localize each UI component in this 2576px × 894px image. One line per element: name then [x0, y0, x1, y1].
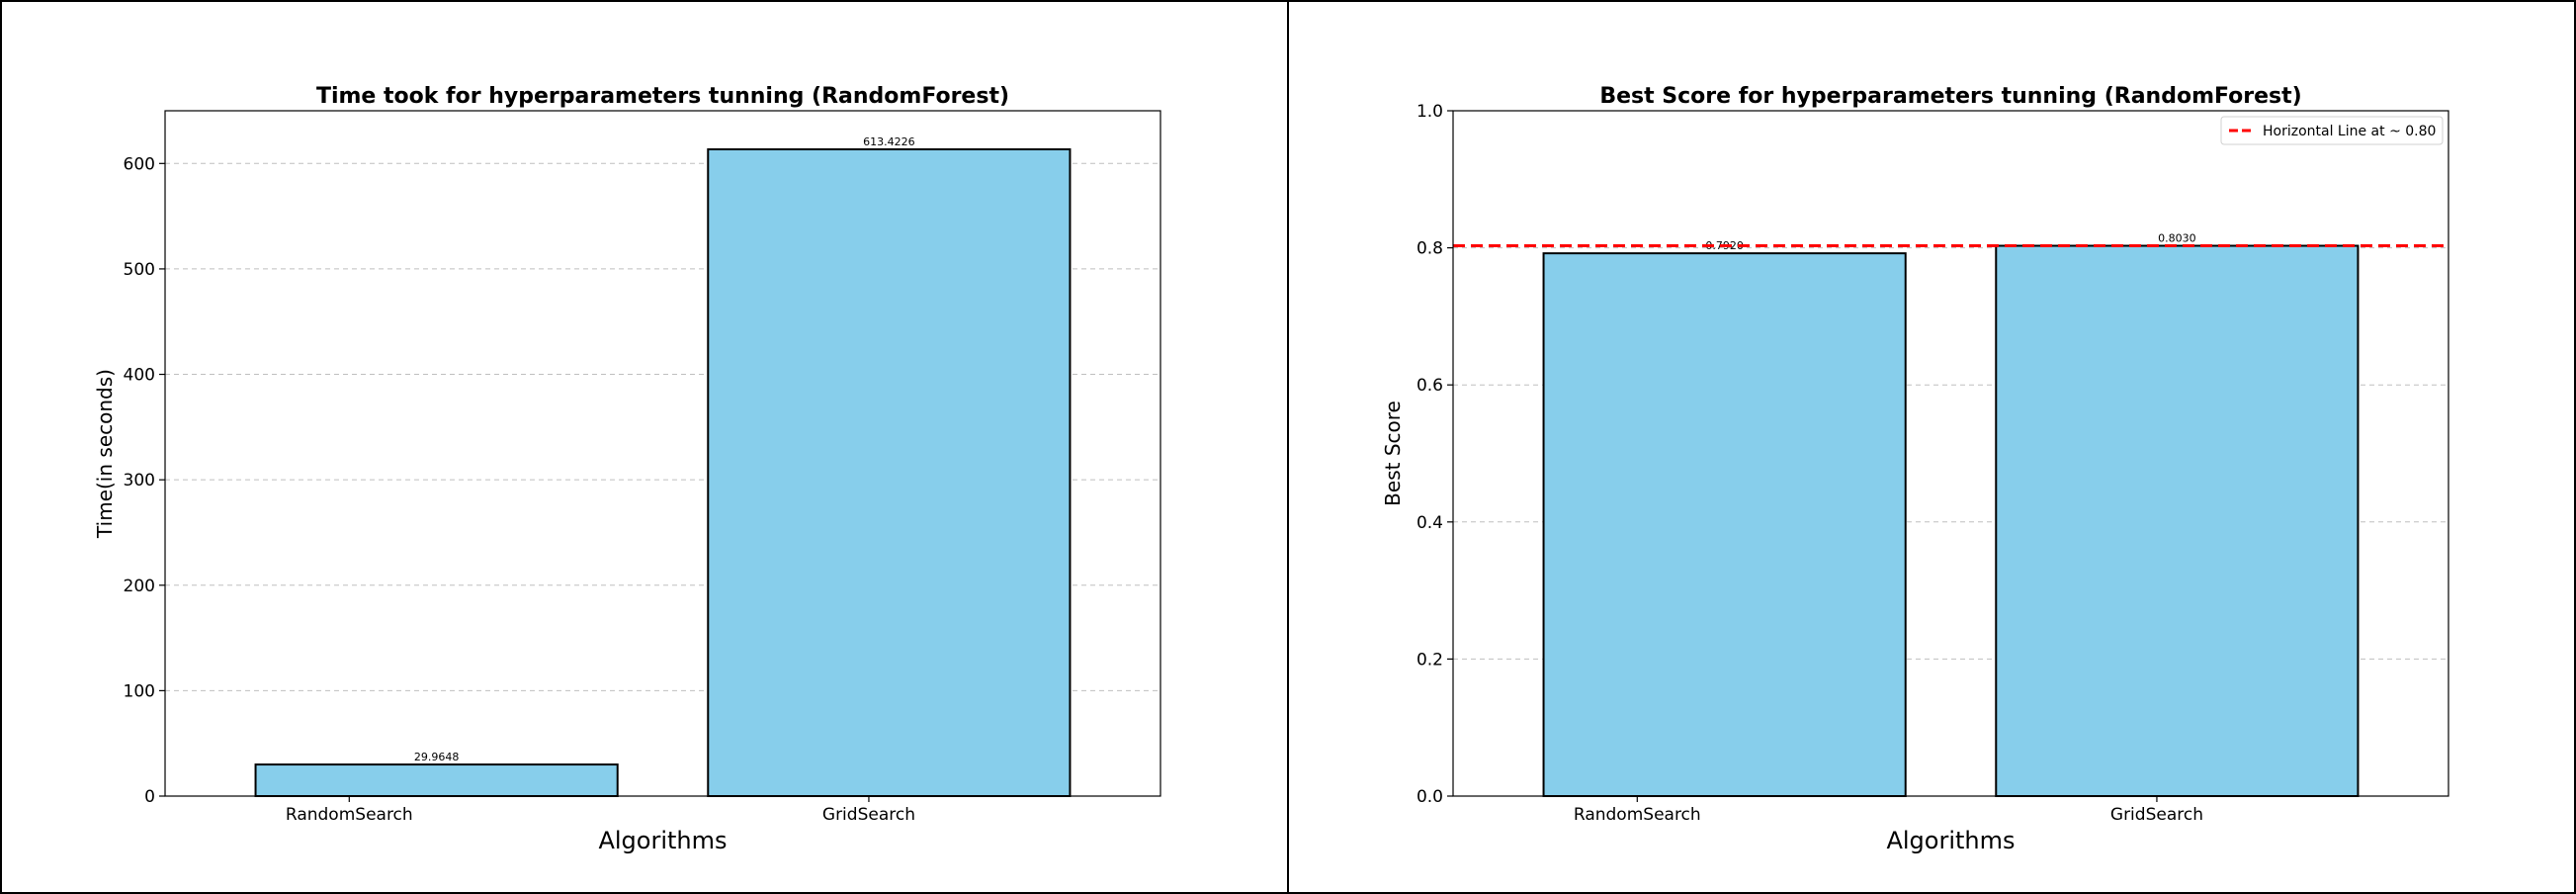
y-tick-label: 100	[124, 681, 155, 701]
plot-frame	[1452, 110, 2449, 797]
legend-entry: Horizontal Line at ~ 0.80	[2263, 124, 2436, 139]
y-tick-label: 0.8	[1417, 239, 1443, 259]
time-chart: Time took for hyperparameters tunning (R…	[93, 84, 1161, 854]
y-tick-label: 200	[124, 577, 155, 596]
y-tick-label: 0	[144, 787, 155, 807]
score-chart: Best Score for hyperparameters tunning (…	[1381, 84, 2449, 854]
bar	[707, 147, 1072, 797]
x-tick-label: RandomSearch	[286, 805, 413, 825]
plot-frame	[164, 110, 1161, 797]
data-label: 29.9648	[414, 751, 460, 763]
x-tick-label: RandomSearch	[1574, 805, 1701, 825]
data-label: 0.8030	[2158, 232, 2196, 245]
legend-box	[2220, 116, 2444, 145]
y-tick-label: 0.0	[1417, 787, 1443, 807]
x-tick-label: GridSearch	[822, 805, 915, 825]
y-axis-label: Time(in seconds)	[93, 369, 117, 539]
chart-title: Best Score for hyperparameters tunning (…	[1599, 84, 2301, 109]
y-tick-label: 0.2	[1417, 650, 1443, 670]
x-axis-label: Algorithms	[1886, 827, 2015, 854]
score-chart-panel: Best Score for hyperparameters tunning (…	[1287, 0, 2576, 894]
y-tick-label: 500	[124, 260, 155, 280]
chart-title: Time took for hyperparameters tunning (R…	[316, 84, 1009, 109]
y-tick-label: 0.6	[1417, 376, 1443, 396]
time-chart-panel: Time took for hyperparameters tunning (R…	[0, 0, 1289, 894]
bar	[1542, 252, 1907, 798]
y-tick-label: 400	[124, 366, 155, 386]
bar	[254, 763, 619, 798]
y-tick-label: 0.4	[1417, 513, 1443, 533]
y-tick-label: 600	[124, 154, 155, 174]
y-tick-label: 300	[124, 471, 155, 491]
x-axis-label: Algorithms	[598, 827, 727, 854]
y-tick-label: 1.0	[1417, 102, 1443, 122]
data-label: 613.4226	[863, 135, 915, 148]
x-tick-label: GridSearch	[2110, 805, 2203, 825]
bar	[1995, 244, 2360, 797]
y-axis-label: Best Score	[1381, 401, 1405, 506]
